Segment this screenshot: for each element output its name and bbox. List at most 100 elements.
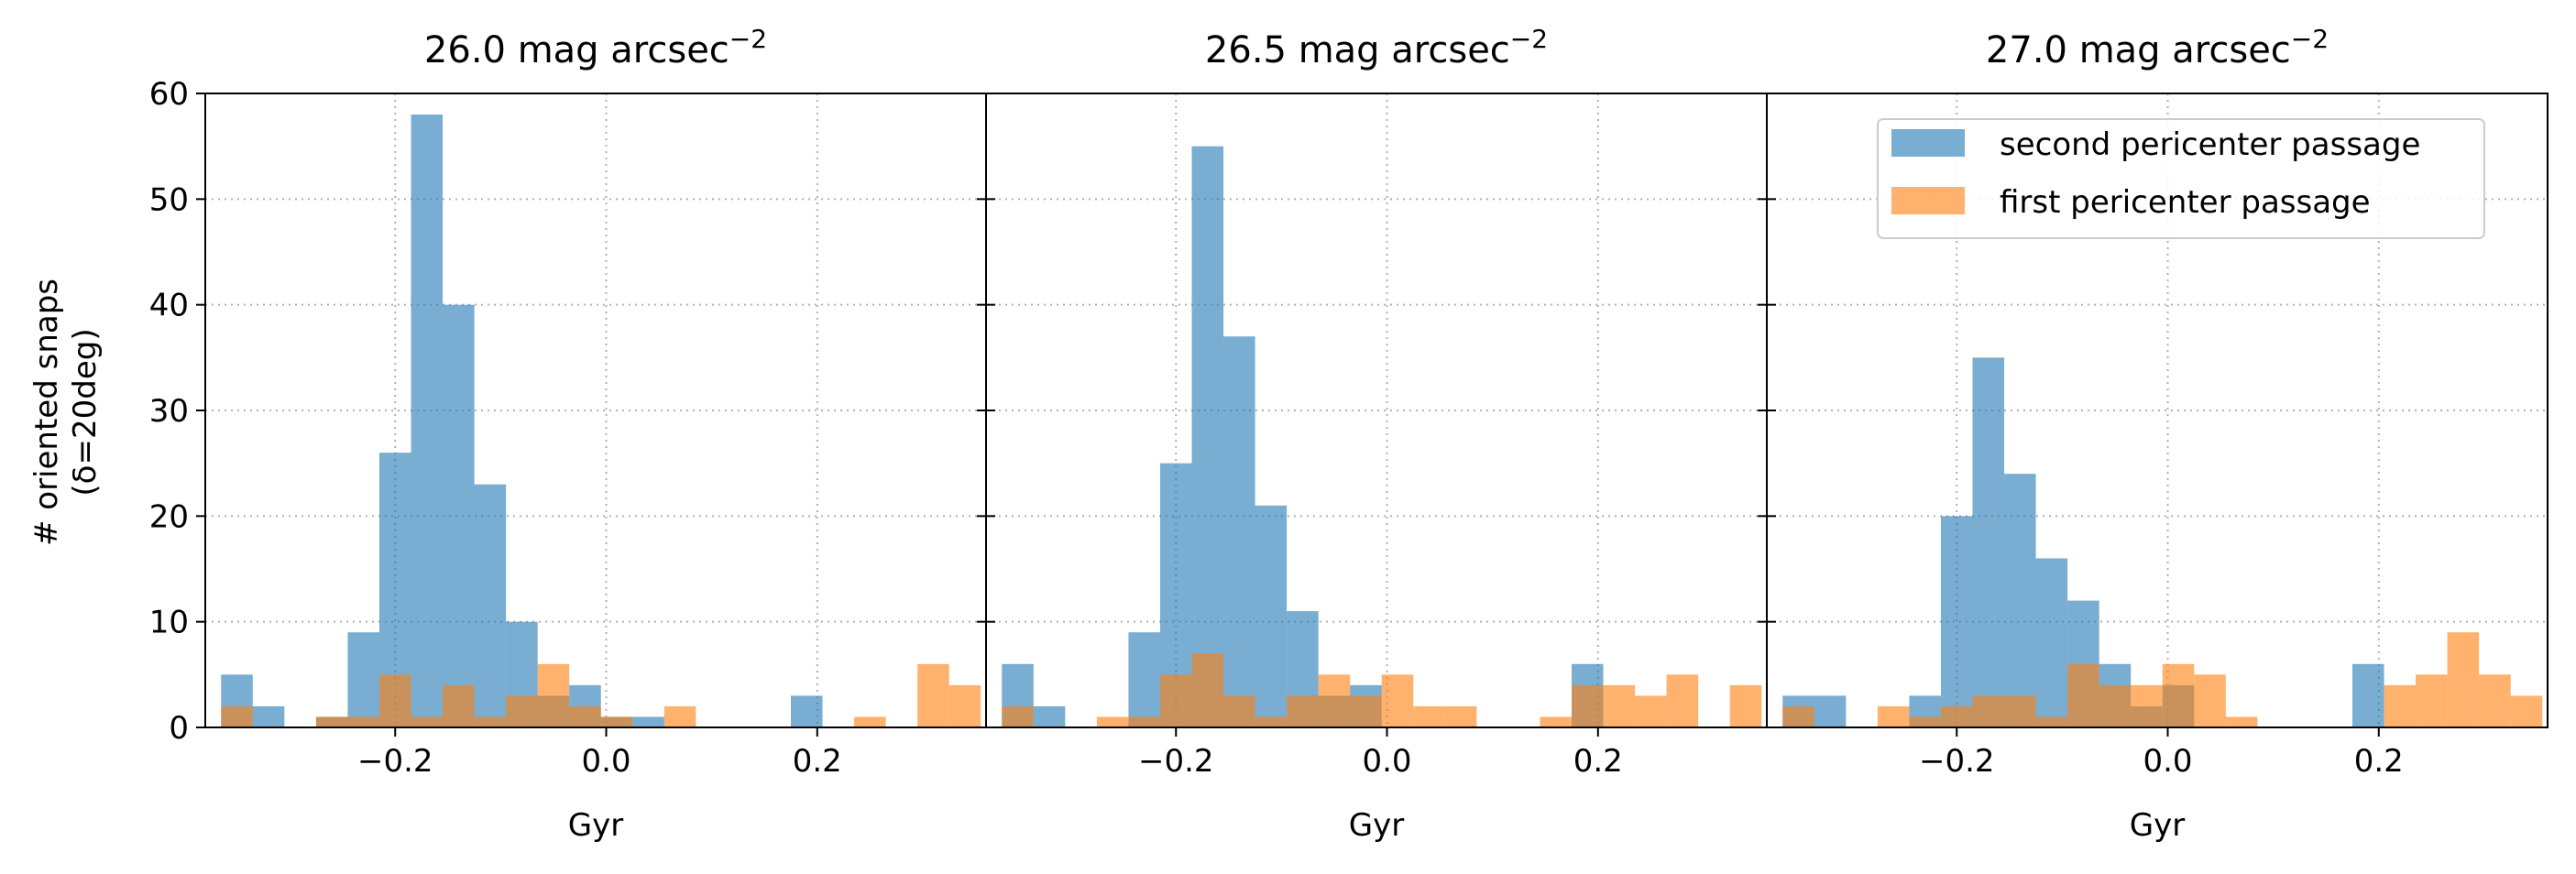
bar-first (1729, 684, 1762, 727)
x-tick-label: 0.0 (1362, 743, 1411, 780)
legend: second pericenter passage first pericent… (1877, 118, 2485, 239)
x-tick-label: 0.2 (793, 743, 842, 780)
bar-first (1540, 716, 1572, 727)
panel-1-title-sup: −2 (729, 24, 767, 54)
bar-first (537, 663, 570, 727)
bar-second (791, 695, 823, 727)
bar-first (1287, 695, 1319, 727)
bar-first (2225, 716, 2258, 727)
bar-second (2004, 474, 2036, 727)
bar-second (1972, 357, 2005, 727)
bar-first (1191, 653, 1224, 727)
panel-2-title-sup: −2 (1510, 24, 1548, 54)
panel-3-title-sup: −2 (2291, 24, 2329, 54)
bar-first (347, 716, 379, 727)
panel-1-title-text: 26.0 mag arcsec (424, 29, 729, 71)
panel-2-ticks: −0.2 0.0 0.2 (986, 93, 1767, 780)
y-tick-label: 10 (149, 605, 189, 641)
bar-second (411, 115, 444, 728)
bar-second (443, 304, 475, 727)
bar-first (1782, 705, 1814, 727)
y-tick-label: 20 (149, 498, 189, 535)
bar-first (1413, 705, 1445, 727)
bar-second (347, 632, 379, 727)
bar-second (2352, 663, 2384, 727)
bar-first (2099, 684, 2132, 727)
bar-second (1814, 695, 1847, 727)
bar-first (2004, 695, 2036, 727)
panel-1-title: 26.0 mag arcsec−2 (424, 24, 767, 71)
panel-2-grid (986, 93, 1767, 727)
y-tick-label: 60 (149, 76, 189, 113)
x-tick-label: 0.0 (2143, 743, 2192, 780)
x-tick-label: −0.2 (1919, 743, 1995, 780)
bar-first (221, 705, 253, 727)
x-tick-label: 0.2 (2354, 743, 2404, 780)
bar-first (2035, 716, 2068, 727)
bar-first (2416, 674, 2448, 727)
bar-first (600, 716, 633, 727)
legend-label-second: second pericenter passage (2000, 126, 2420, 163)
bar-second (1191, 146, 1224, 727)
legend-label-first: first pericenter passage (2000, 184, 2371, 221)
panel-3-title: 27.0 mag arcsec−2 (1986, 24, 2329, 71)
bar-first (1002, 705, 1034, 727)
legend-swatch-first (1891, 187, 1965, 214)
bar-first (2067, 663, 2099, 727)
bar-first (2479, 674, 2511, 727)
bar-second (252, 705, 285, 727)
panel-1-bars-first (221, 663, 981, 727)
bar-first (1350, 695, 1382, 727)
panel-2-xlabel: Gyr (1349, 807, 1404, 844)
bar-first (1603, 684, 1636, 727)
bar-second (474, 484, 507, 727)
bar-first (1909, 716, 1941, 727)
y-axis-label-line1: # oriented snaps (28, 279, 65, 546)
bar-first (948, 684, 981, 727)
panel-2-title-text: 26.5 mag arcsec (1205, 29, 1510, 71)
y-tick-label: 50 (149, 181, 189, 218)
bar-first (1635, 695, 1667, 727)
bar-first (474, 716, 507, 727)
bar-first (506, 695, 538, 727)
x-tick-label: 0.2 (1573, 743, 1623, 780)
bar-first (443, 684, 475, 727)
bar-first (1877, 705, 1910, 727)
panel-2: −0.2 0.0 0.2 26.5 mag arcsec−2 Gyr (985, 24, 1768, 844)
bar-first (917, 663, 949, 727)
bar-second (1128, 632, 1160, 727)
panel-3-bars-first (1782, 632, 2543, 727)
y-axis-label-line2: (δ=20deg) (67, 328, 104, 496)
bar-first (854, 716, 886, 727)
bar-second (1940, 516, 1973, 727)
bar-first (2384, 684, 2417, 727)
bar-second (632, 716, 664, 727)
panel-3-xlabel: Gyr (2130, 807, 2185, 844)
bar-first (1096, 716, 1129, 727)
panel-3-title-text: 27.0 mag arcsec (1986, 29, 2291, 71)
legend-box (1877, 118, 2485, 239)
panel-3-ticks: −0.2 0.0 0.2 (1767, 93, 2404, 780)
bar-first (411, 716, 444, 727)
panel-1-xlabel: Gyr (568, 807, 623, 844)
bar-second (1255, 505, 1288, 727)
bar-first (2447, 632, 2480, 727)
x-tick-label: 0.0 (581, 743, 630, 780)
bar-first (1318, 674, 1351, 727)
bar-second (2035, 558, 2068, 727)
y-axis-label: # oriented snaps (δ=20deg) (28, 279, 104, 546)
bar-first (1255, 716, 1288, 727)
bar-first (2162, 663, 2195, 727)
bar-first (1940, 705, 1973, 727)
x-tick-label: −0.2 (357, 743, 433, 780)
bar-first (378, 674, 411, 727)
bar-first (1128, 716, 1160, 727)
legend-swatch-second (1891, 129, 1965, 157)
bar-first (315, 716, 348, 727)
panel-1-grid (205, 93, 986, 727)
bar-first (569, 705, 601, 727)
bar-second (1223, 336, 1255, 727)
bar-first (1572, 684, 1604, 727)
